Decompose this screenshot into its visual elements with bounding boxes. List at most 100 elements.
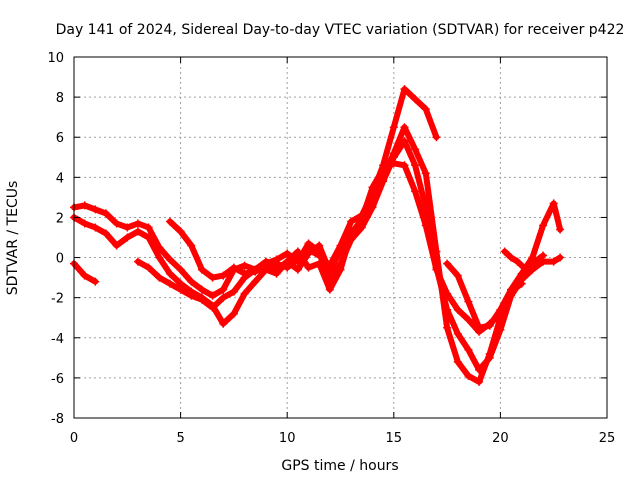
- data-point: [123, 233, 132, 242]
- data-point: [421, 169, 430, 178]
- data-point: [556, 225, 565, 234]
- x-axis-label: GPS time / hours: [281, 458, 398, 474]
- y-tick-label: -8: [51, 412, 64, 427]
- data-point: [187, 291, 196, 300]
- data-point: [507, 285, 516, 294]
- data-point: [144, 223, 153, 232]
- data-point: [197, 295, 206, 304]
- data-point: [400, 161, 409, 170]
- data-point: [400, 137, 409, 146]
- data-point: [304, 239, 313, 248]
- data-point: [549, 199, 558, 208]
- data-point: [475, 365, 484, 374]
- data-point: [453, 329, 462, 338]
- data-point: [176, 285, 185, 294]
- data-point: [293, 265, 302, 274]
- data-point: [368, 203, 377, 212]
- y-tick-label: 0: [56, 252, 64, 267]
- tick-layer: 0 5 10 15 20 25 -8 -6 -4 -2 0 2 4 6 8 10: [47, 51, 615, 446]
- data-point: [219, 271, 228, 280]
- data-point: [176, 265, 185, 274]
- data-point: [176, 227, 185, 236]
- data-point: [507, 253, 516, 262]
- data-point: [400, 85, 409, 94]
- y-tick-label: -6: [51, 372, 64, 387]
- data-point: [453, 271, 462, 280]
- data-point: [101, 229, 110, 238]
- data-point: [80, 271, 89, 280]
- data-point: [530, 261, 539, 270]
- y-tick-label: -4: [51, 332, 64, 347]
- plot-frame: [73, 56, 608, 419]
- data-point: [112, 219, 121, 228]
- data-point: [432, 265, 441, 274]
- data-point: [219, 285, 228, 294]
- data-point: [421, 221, 430, 230]
- data-point: [411, 161, 420, 170]
- data-point: [432, 133, 441, 142]
- data-point: [411, 187, 420, 196]
- data-point: [165, 279, 174, 288]
- y-tick-label: 10: [47, 51, 64, 66]
- data-point: [219, 293, 228, 302]
- data-point: [272, 255, 281, 264]
- data-point: [517, 273, 526, 282]
- data-point: [283, 257, 292, 266]
- data-point: [556, 253, 565, 262]
- data-point: [251, 267, 260, 276]
- x-tick-label: 25: [599, 431, 616, 446]
- data-point: [144, 263, 153, 272]
- data-point: [485, 321, 494, 330]
- data-point: [411, 95, 420, 104]
- data-point: [229, 309, 238, 318]
- data-point: [91, 277, 100, 286]
- data-point: [208, 303, 217, 312]
- x-tick-label: 0: [70, 431, 78, 446]
- data-point: [443, 323, 452, 332]
- data-point: [155, 253, 164, 262]
- data-point: [240, 289, 249, 298]
- data-point: [539, 257, 548, 266]
- data-point: [475, 323, 484, 332]
- x-tick-label: 5: [176, 431, 184, 446]
- data-point: [421, 105, 430, 114]
- data-point: [389, 159, 398, 168]
- series-layer: [70, 85, 565, 386]
- data-point: [197, 285, 206, 294]
- data-point: [229, 287, 238, 296]
- data-point: [336, 265, 345, 274]
- data-point: [368, 183, 377, 192]
- data-point: [187, 241, 196, 250]
- data-point: [197, 265, 206, 274]
- data-point: [389, 123, 398, 132]
- data-point: [500, 247, 509, 256]
- data-point: [513, 257, 522, 266]
- data-point: [165, 255, 174, 264]
- data-point: [443, 305, 452, 314]
- data-point: [549, 257, 558, 266]
- series-pass-e: [166, 160, 525, 335]
- data-point: [347, 217, 356, 226]
- data-point: [251, 277, 260, 286]
- data-point: [240, 261, 249, 270]
- data-point: [485, 353, 494, 362]
- data-point: [379, 177, 388, 186]
- data-point: [464, 297, 473, 306]
- data-point: [283, 249, 292, 258]
- data-point: [261, 261, 270, 270]
- x-tick-label: 15: [386, 431, 403, 446]
- data-point: [411, 145, 420, 154]
- data-point: [187, 277, 196, 286]
- data-point: [453, 357, 462, 366]
- data-point: [133, 219, 142, 228]
- data-point: [315, 259, 324, 268]
- data-point: [229, 263, 238, 272]
- data-point: [347, 229, 356, 238]
- data-point: [91, 223, 100, 232]
- data-point: [240, 269, 249, 278]
- data-point: [443, 289, 452, 298]
- data-point: [464, 371, 473, 380]
- data-point: [144, 233, 153, 242]
